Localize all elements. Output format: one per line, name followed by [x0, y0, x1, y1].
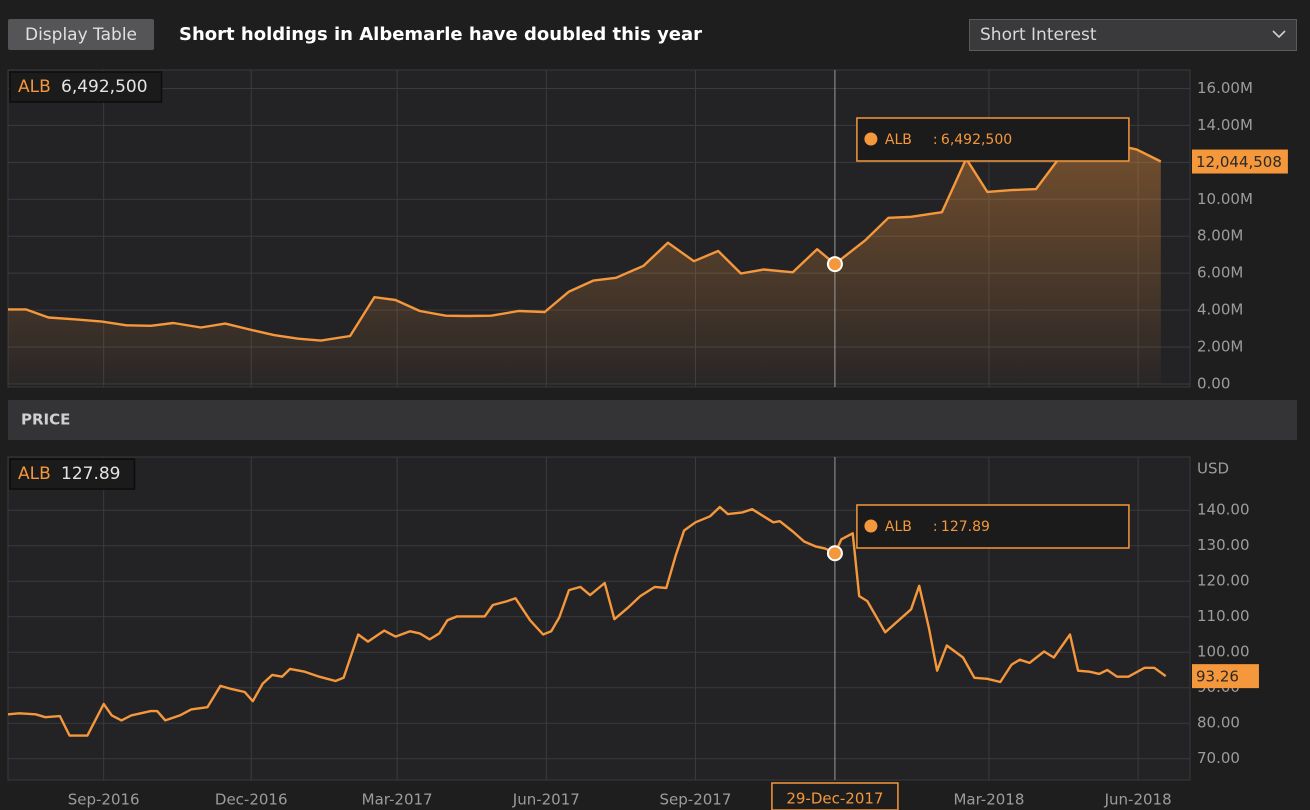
x-tick-label: Mar-2018 — [953, 791, 1024, 809]
section-title: PRICE — [21, 411, 70, 429]
dropdown-label: Short Interest — [980, 25, 1097, 45]
y-tick-label: 2.00M — [1197, 338, 1243, 356]
tooltip-marker — [864, 132, 878, 146]
tooltip-separator: : — [933, 132, 938, 148]
cursor-date: 29-Dec-2017 — [786, 790, 883, 808]
last-value-box — [1192, 664, 1259, 689]
dropdown-bg — [969, 19, 1297, 51]
last-value-box — [1192, 149, 1288, 174]
cursor-date-box — [771, 782, 899, 810]
area — [8, 143, 1161, 384]
readout-series: ALB — [18, 77, 51, 97]
y-tick-label: 130.00 — [1197, 536, 1250, 554]
y-tick-label: 120.00 — [1197, 572, 1250, 590]
button-label: Display Table — [25, 25, 137, 45]
y-tick-label: 8.00M — [1197, 227, 1243, 245]
y-tick-label: 16.00M — [1197, 79, 1253, 97]
x-tick-label: Mar-2017 — [362, 791, 433, 809]
button-bg — [8, 19, 154, 50]
x-tick-label: Jun-2018 — [1104, 791, 1172, 809]
y-tick-label: 6.00M — [1197, 264, 1243, 282]
y-tick-label: 110.00 — [1197, 607, 1250, 625]
tooltip-box — [856, 117, 1130, 162]
display-table-button[interactable]: Display Table — [8, 19, 154, 50]
tooltip-series: ALB — [885, 519, 912, 535]
cursor-point — [826, 545, 843, 562]
line — [8, 142, 1162, 342]
x-tick-label: Dec-2016 — [215, 791, 288, 809]
readout-box — [9, 458, 136, 490]
series-group — [8, 142, 1162, 384]
readout-value: 127.89 — [61, 464, 120, 484]
x-tick-label: Sep-2017 — [660, 791, 732, 809]
y-tick-label: 140.00 — [1197, 501, 1250, 519]
tooltip-separator: : — [933, 519, 938, 535]
y-tick-label: 4.00M — [1197, 301, 1243, 319]
tooltip-box — [856, 504, 1130, 549]
tooltip-value: 127.89 — [941, 519, 990, 535]
tooltip-value: 6,492,500 — [941, 132, 1012, 148]
x-tick-label: Jun-2017 — [512, 791, 580, 809]
y-tick-label: 10.00M — [1197, 190, 1253, 208]
readout-series: ALB — [18, 464, 51, 484]
metric-dropdown[interactable]: Short Interest — [969, 19, 1297, 51]
page-title: Short holdings in Albemarle have doubled… — [179, 24, 702, 45]
x-tick-label: Sep-2016 — [68, 791, 140, 809]
dropdown-chevron — [1272, 30, 1286, 39]
y-tick-label: 0.00 — [1197, 375, 1230, 393]
last-value: 12,044,508 — [1196, 153, 1282, 171]
line — [8, 505, 1167, 737]
y-tick-label: 100.00 — [1197, 643, 1250, 661]
section-band — [8, 400, 1297, 440]
tooltip-marker — [864, 519, 878, 533]
y-tick-label: 70.00 — [1197, 749, 1240, 767]
y-tick-label: 80.00 — [1197, 714, 1240, 732]
series-group — [8, 505, 1167, 737]
cursor-point — [826, 256, 843, 273]
last-value: 93.26 — [1196, 668, 1239, 686]
tooltip-series: ALB — [885, 132, 912, 148]
readout-value: 6,492,500 — [61, 77, 148, 97]
readout-box — [9, 71, 163, 103]
y-axis-label: USD — [1197, 460, 1229, 478]
y-tick-label: 14.00M — [1197, 116, 1253, 134]
